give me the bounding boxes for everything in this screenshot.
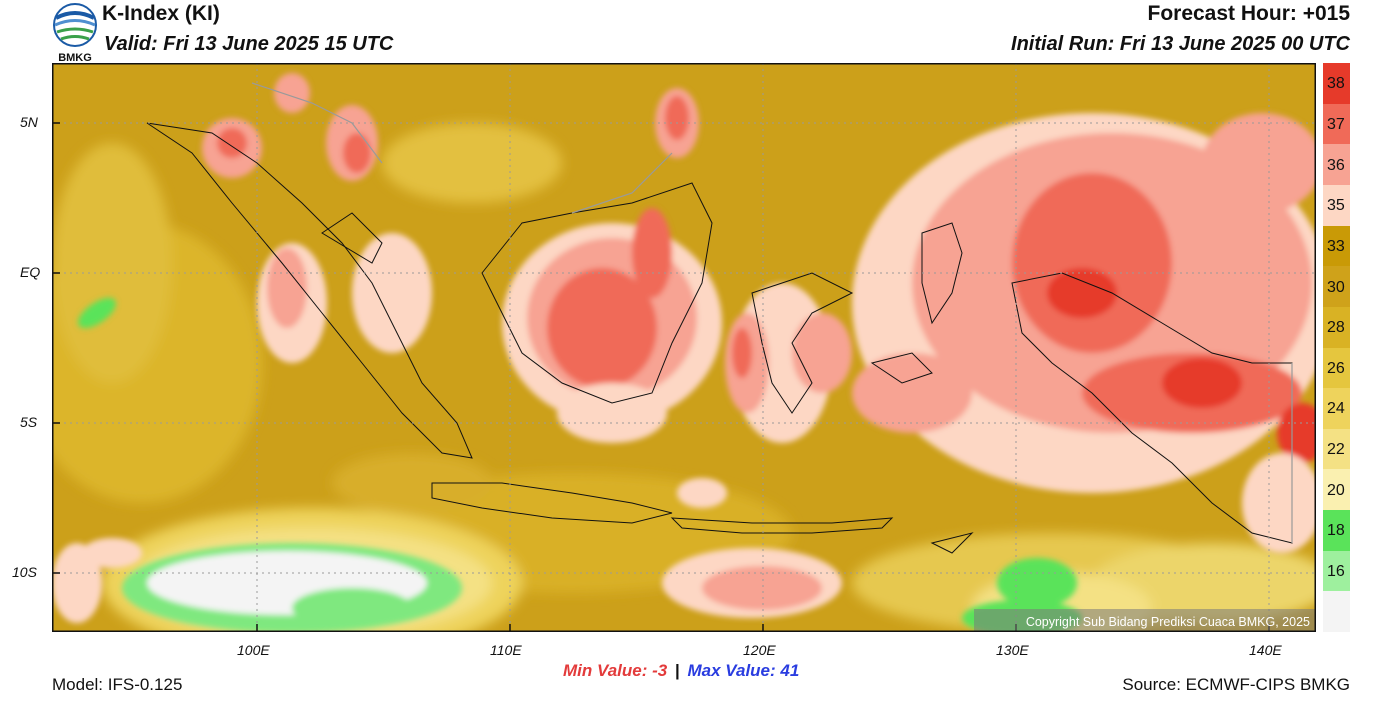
lon-label-110e: 110E [490, 642, 522, 658]
max-value: 41 [780, 661, 800, 680]
chart-title: K-Index (KI) [102, 2, 220, 25]
colorbar-segment [1323, 510, 1350, 552]
colorbar-segment [1323, 266, 1350, 308]
source-label: Source: ECMWF-CIPS BMKG [1122, 675, 1350, 694]
lat-label-10s: 10S [12, 564, 37, 580]
copyright-text: Copyright Sub Bidang Prediksi Cuaca BMKG… [1026, 615, 1310, 629]
colorbar-segment [1323, 306, 1350, 348]
colorbar-level-label: 24 [1327, 400, 1345, 418]
colorbar-level-label: 30 [1327, 278, 1345, 296]
coast-nusa-tenggara [670, 517, 894, 534]
colorbar-level-label: 18 [1327, 522, 1345, 540]
bmkg-logo: BMKG [52, 2, 98, 64]
colorbar-level-label: 16 [1327, 563, 1345, 581]
valid-time: Valid: Fri 13 June 2025 15 UTC [104, 33, 394, 55]
logo-text: BMKG [58, 52, 92, 64]
coast-maluku [870, 352, 933, 384]
border-thailand [251, 82, 383, 164]
colorbar [1323, 63, 1350, 633]
colorbar-segment [1323, 428, 1350, 470]
coast-sulawesi [751, 272, 854, 414]
colorbar-segment [1323, 63, 1350, 105]
coast-sumatra [146, 122, 473, 459]
initial-run: Initial Run: Fri 13 June 2025 00 UTC [1011, 33, 1350, 55]
colorbar-segment [1323, 144, 1350, 186]
colorbar-segment [1323, 184, 1350, 227]
coastlines [146, 122, 1293, 554]
colorbar-level-label: 38 [1327, 75, 1345, 93]
high-k-areas [52, 73, 1316, 623]
colorbar-level-label: 37 [1327, 115, 1345, 133]
map-frame [52, 63, 1316, 632]
colorbar-segment [1323, 388, 1350, 430]
colorbar-segment [1323, 225, 1350, 267]
gridlines [52, 63, 1316, 632]
colorbar-level-label: 28 [1327, 319, 1345, 337]
min-max-values: Min Value: -3 | Max Value: 41 [563, 661, 799, 681]
lat-label-5n: 5N [20, 114, 38, 130]
coast-halmahera [921, 222, 963, 325]
colorbar-segment [1323, 550, 1350, 592]
colorbar-level-label: 33 [1327, 237, 1345, 255]
lon-label-140e: 140E [1249, 642, 1282, 658]
coast-timor [930, 532, 974, 554]
lat-label-5s: 5S [20, 414, 38, 430]
max-value-label: Max Value: [687, 661, 776, 680]
coast-malay-peninsula [321, 212, 383, 264]
colorbar-segment [1323, 469, 1350, 511]
colorbar-level-label: 22 [1327, 441, 1345, 459]
copyright-box [974, 609, 1316, 632]
coast-java [431, 482, 673, 524]
colorbar-level-label: 36 [1327, 156, 1345, 174]
bmkg-logo-icon [53, 3, 97, 47]
colorbar-level-label: 20 [1327, 481, 1345, 499]
colorbar-segment [1323, 103, 1350, 145]
k-index-map: Copyright Sub Bidang Prediksi Cuaca BMKG… [52, 63, 1316, 632]
coast-new-guinea [1011, 272, 1293, 544]
colorbar-level-label: 26 [1327, 359, 1345, 377]
colorbar-level-label: 35 [1327, 197, 1345, 215]
colorbar-segment [1323, 347, 1350, 389]
coast-borneo [481, 182, 713, 404]
colorbar-segment [1323, 591, 1350, 633]
lat-label-eq: EQ [20, 264, 41, 280]
forecast-hour: Forecast Hour: +015 [1147, 2, 1351, 25]
borders [251, 82, 1293, 543]
model-label: Model: IFS-0.125 [52, 675, 183, 694]
min-value: -3 [652, 661, 668, 680]
border-borneo [571, 152, 673, 214]
min-value-label: Min Value: [563, 661, 648, 680]
lon-label-130e: 130E [996, 642, 1029, 658]
lon-label-100e: 100E [237, 642, 270, 658]
lon-label-120e: 120E [743, 642, 776, 658]
value-separator: | [674, 661, 680, 680]
